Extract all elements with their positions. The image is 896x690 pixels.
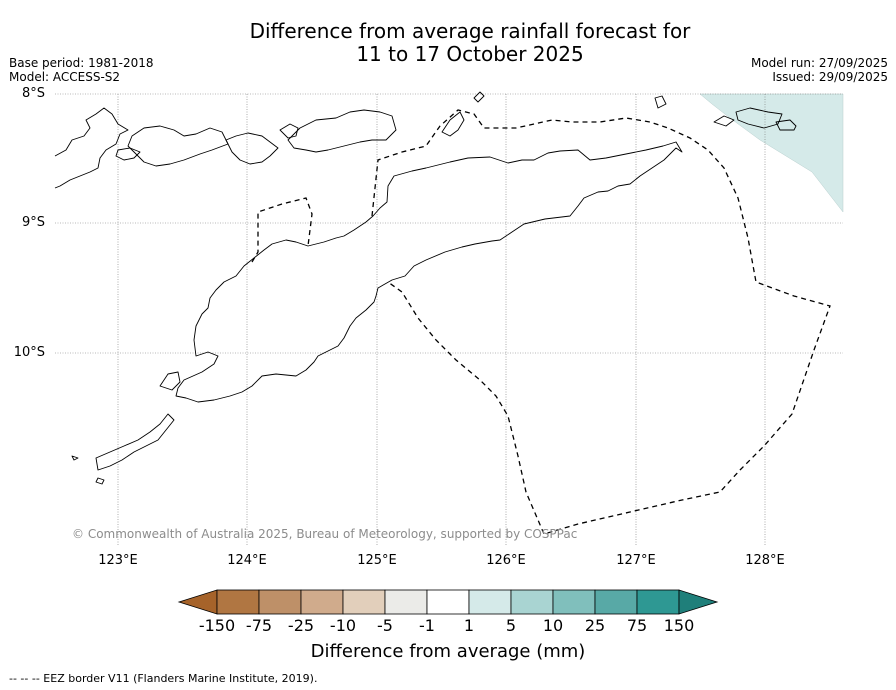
ndao-islet [71,455,79,461]
colorbar-swatch [510,589,554,615]
lon-label-128e: 128°E [745,553,785,568]
tanimbar-islet [775,119,797,131]
coastlines [54,91,797,485]
colorbar-swatch [300,589,344,615]
lat-label-8s: 8°S [21,86,45,101]
map-title: Difference from average rainfall forecas… [0,20,896,66]
colorbar-label: -1 [419,616,435,635]
colorbar-swatch [258,589,302,615]
copyright-notice: © Commonwealth of Australia 2025, Bureau… [72,527,578,541]
lon-label-124e: 124°E [227,553,267,568]
alor-island [225,132,279,165]
lon-label-123e: 123°E [98,553,138,568]
anomaly-region [699,93,844,213]
colorbar-swatch [594,589,638,615]
model-name: Model: ACCESS-S2 [9,70,121,84]
colorbar-label: 25 [584,616,606,635]
meta-left: Base period: 1981-2018 Model: ACCESS-S2 [9,56,154,84]
wetar-island [287,109,397,153]
colorbar-swatch [636,589,680,615]
sumba-savu-islets [159,371,181,391]
colorbar-label: 75 [626,616,648,635]
colorbar-extend-high [678,589,719,615]
colorbar-extend-low [177,589,218,615]
title-line-1: Difference from average rainfall forecas… [249,19,691,43]
lembata-island [127,125,229,167]
atauro-islet [441,111,465,137]
colorbar-swatch [384,589,428,615]
lat-label-9s: 9°S [21,215,45,230]
lat-label-10s: 10°S [13,345,45,360]
romang-islet [654,95,667,109]
colorbar-swatch [552,589,596,615]
eez-border-west [251,197,313,263]
pantar-island [279,123,299,139]
colorbar-label: -25 [287,616,315,635]
colorbar-swatch [342,589,386,615]
colorbar-label: -150 [198,616,236,635]
babar-islet [713,115,735,127]
base-period: Base period: 1981-2018 [9,56,154,70]
adonara-island [115,147,141,161]
title-line-2: 11 to 17 October 2025 [356,42,584,66]
model-run: Model run: 27/09/2025 [750,56,888,70]
sawu-islet [95,477,105,485]
timor-coast [175,141,683,403]
flores-east-coast [54,107,129,189]
colorbar-swatch [426,589,470,615]
colorbar-label: 1 [463,616,475,635]
lon-label-126e: 126°E [486,553,526,568]
colorbar-label: 10 [542,616,564,635]
lon-label-127e: 127°E [616,553,656,568]
colorbar-boxes [177,589,719,615]
damer-islet [735,107,783,129]
rote-island [95,413,175,471]
eez-border [251,109,831,535]
colorbar-swatch [468,589,512,615]
colorbar-label: -75 [245,616,273,635]
kisar-islet [473,91,485,103]
colorbar-label: -5 [377,616,393,635]
eez-footnote: -- -- -- EEZ border V11 (Flanders Marine… [9,672,318,685]
lon-label-125e: 125°E [357,553,397,568]
colorbar-label: -10 [329,616,357,635]
eez-border-north [371,109,831,535]
colorbar-swatch [216,589,260,615]
colorbar-label: 150 [663,616,695,635]
issued-date: Issued: 29/09/2025 [772,70,888,84]
colorbar-title: Difference from average (mm) [310,641,586,662]
colorbar-label: 5 [505,616,517,635]
meta-right: Model run: 27/09/2025 Issued: 29/09/2025 [751,56,888,84]
